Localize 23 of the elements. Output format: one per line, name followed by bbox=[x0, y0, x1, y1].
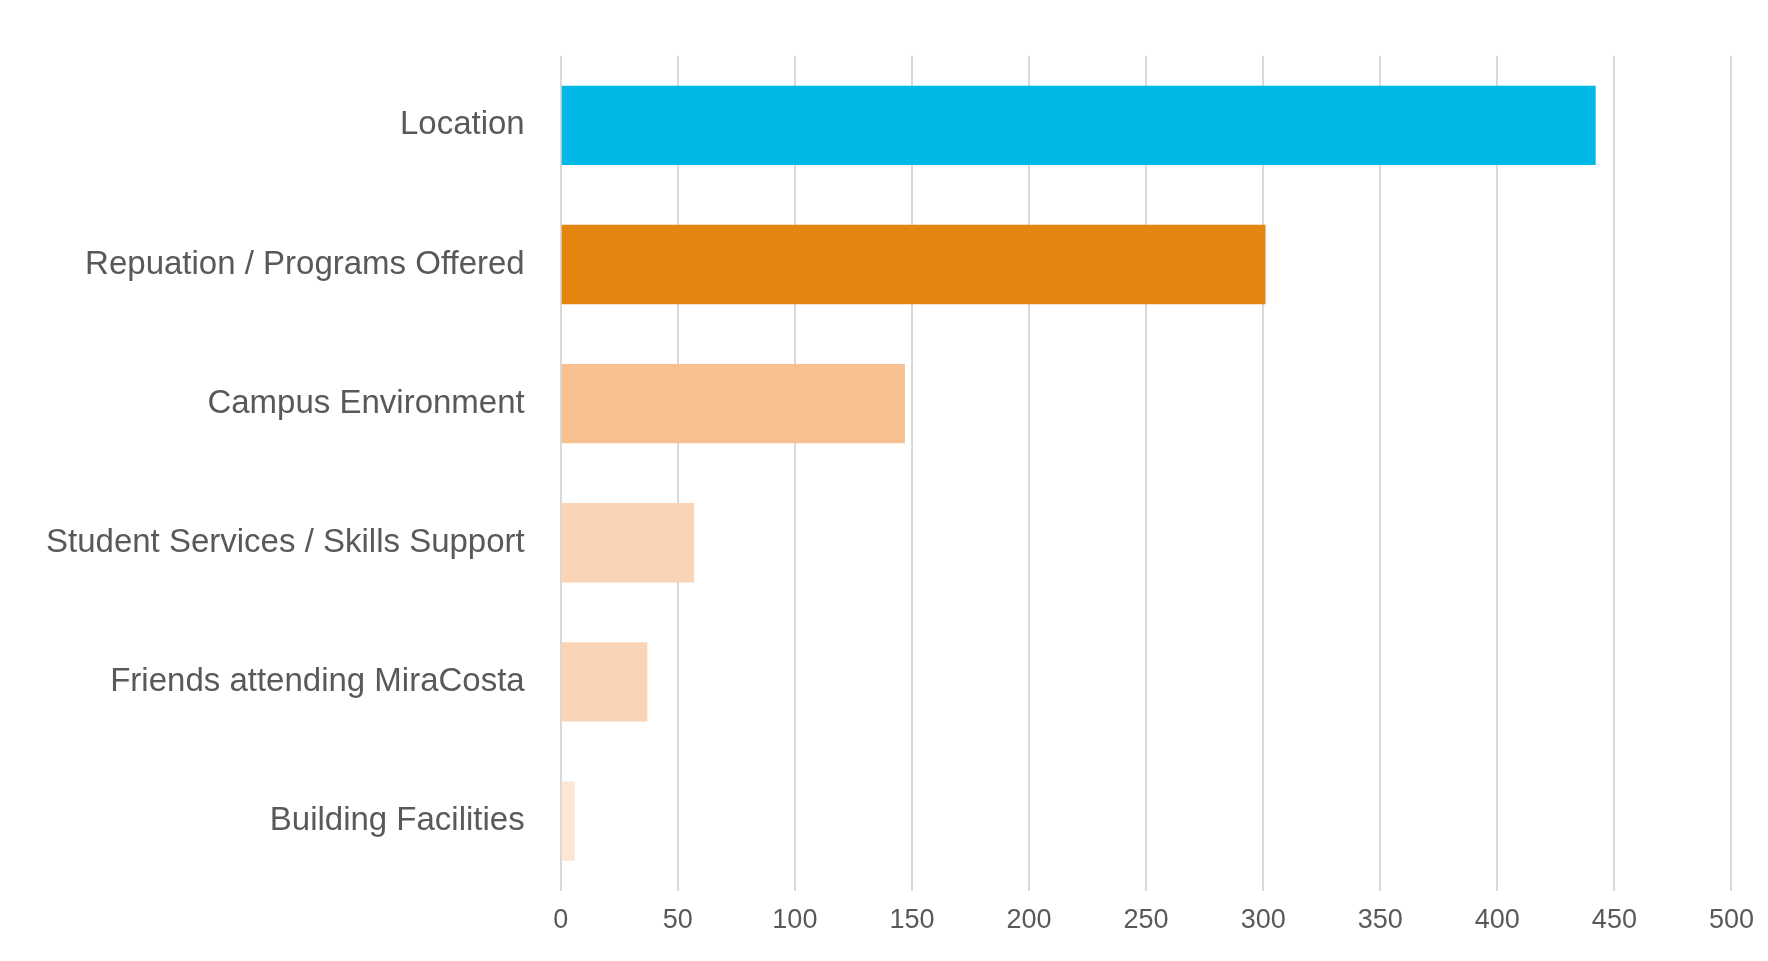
y-tick-label: Location bbox=[399, 104, 525, 142]
x-tick-label: 0 bbox=[553, 904, 569, 935]
bar bbox=[561, 224, 1266, 305]
y-tick-label: Campus Environment bbox=[207, 382, 525, 420]
x-tick-label: 250 bbox=[1123, 904, 1169, 935]
bar bbox=[561, 363, 905, 444]
x-tick-label: 400 bbox=[1474, 904, 1520, 935]
bar bbox=[561, 503, 695, 583]
x-tick-label: 100 bbox=[772, 904, 818, 935]
y-tick-label: Building Facilities bbox=[269, 800, 525, 838]
y-tick-label: Student Services / Skills Support bbox=[45, 521, 525, 559]
x-tick-label: 450 bbox=[1591, 904, 1637, 935]
bar bbox=[561, 642, 648, 722]
x-tick-label: 50 bbox=[662, 904, 693, 935]
x-tick-label: 200 bbox=[1006, 904, 1052, 935]
x-tick-label: 300 bbox=[1240, 904, 1286, 935]
x-tick-label: 150 bbox=[889, 904, 935, 935]
x-tick-label: 350 bbox=[1357, 904, 1403, 935]
bar bbox=[561, 85, 1596, 166]
y-tick-label: Repuation / Programs Offered bbox=[85, 243, 525, 281]
y-tick-label: Friends attending MiraCosta bbox=[110, 660, 526, 698]
x-tick-label: 500 bbox=[1708, 904, 1755, 935]
bar bbox=[561, 781, 575, 861]
